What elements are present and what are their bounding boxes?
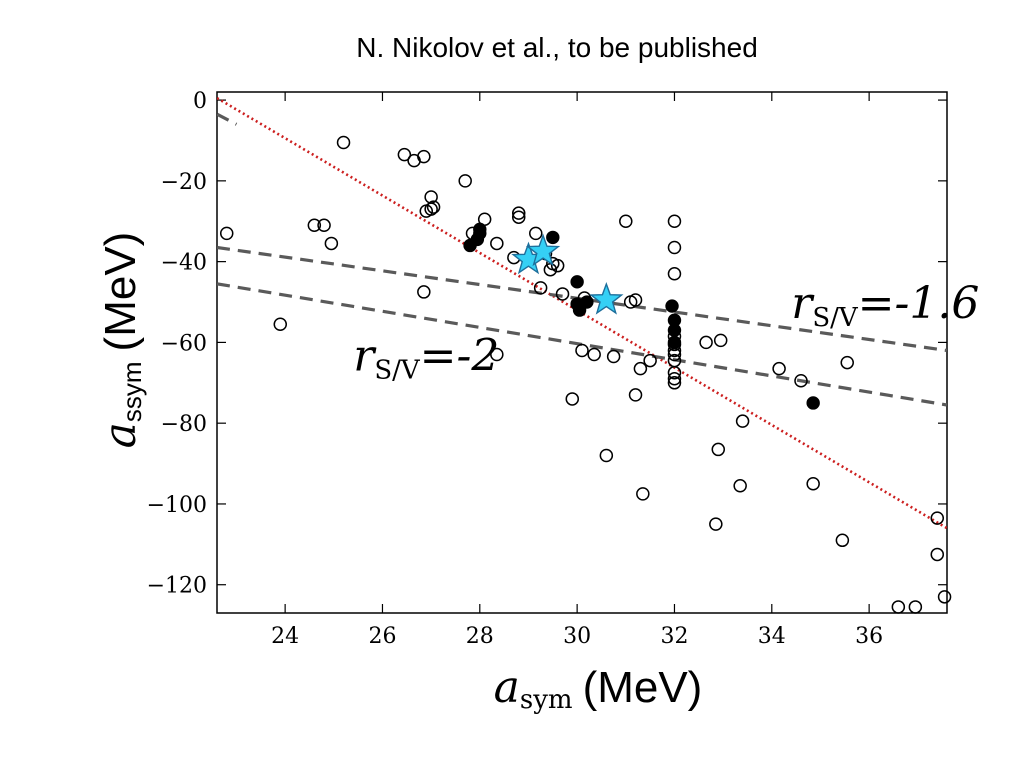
fit-line-dotted: [217, 96, 947, 530]
x-axis-sub: sym: [520, 685, 573, 715]
star-point: [525, 233, 561, 267]
x-tick-label: 28: [466, 624, 494, 649]
open-circle-point: [667, 240, 682, 255]
x-axis-label: asym (MeV): [494, 662, 703, 715]
open-circle-point: [667, 372, 682, 386]
x-tick-label: 24: [271, 624, 299, 649]
filled-circle-point: [806, 396, 820, 410]
open-circle-point: [733, 479, 747, 493]
open-circle-point: [794, 374, 808, 388]
filled-circle-point: [667, 323, 682, 337]
x-tick-label: 36: [855, 624, 883, 649]
open-circle-point: [667, 376, 682, 390]
open-circle-point: [735, 414, 750, 428]
open-circle-point: [426, 200, 441, 214]
open-circle-point: [937, 590, 952, 604]
y-tick-label: −20: [161, 170, 207, 195]
x-axis-symbol: a: [494, 662, 520, 713]
open-circle-point: [835, 533, 850, 548]
plot-area: [216, 91, 948, 614]
x-axis-unit: (MeV): [583, 663, 703, 712]
slope-annotation: rS/V=-2: [353, 331, 499, 386]
filled-circle-point: [667, 335, 682, 350]
open-circle-point: [490, 347, 504, 362]
open-circle-point: [667, 266, 682, 281]
open-circle-point: [713, 333, 728, 348]
slope-annotation: rS/V=-1.6: [791, 278, 979, 333]
open-circle-point: [628, 293, 643, 307]
open-circle-point: [575, 343, 589, 358]
y-axis-symbol: a: [95, 422, 146, 448]
open-circle-point: [599, 448, 614, 463]
open-circle-point: [490, 236, 504, 251]
filled-circle-point: [546, 230, 560, 245]
open-circle-point: [606, 349, 621, 364]
filled-circle-point: [473, 222, 487, 237]
open-circle-point: [772, 361, 786, 376]
open-circle-point: [667, 365, 682, 380]
filled-circle-point: [580, 295, 594, 309]
open-circle-point: [628, 388, 643, 402]
data-points: [219, 135, 952, 614]
x-tick-label: 30: [563, 624, 591, 649]
filled-circle-point: [570, 275, 584, 289]
open-circle-point: [273, 317, 288, 331]
open-circle-point: [643, 353, 657, 368]
open-circle-point: [699, 335, 713, 350]
y-tick-label: −80: [161, 412, 207, 437]
annotations: rS/V=-1.6 rS/V=-2: [353, 278, 979, 386]
open-circle-point: [565, 392, 580, 406]
open-circle-point: [317, 218, 331, 233]
open-circle-point: [511, 206, 526, 220]
x-tick-label: 32: [660, 624, 688, 649]
open-circle-point: [633, 361, 648, 376]
open-circle-point: [806, 477, 820, 491]
open-circle-point: [709, 517, 723, 531]
open-circle-point: [667, 214, 682, 228]
open-circle-point: [424, 202, 438, 216]
open-circle-point: [458, 174, 472, 188]
open-circle-point: [930, 511, 945, 525]
open-circle-point: [307, 218, 322, 233]
open-circle-point: [587, 347, 601, 362]
open-circle-point: [324, 236, 339, 251]
y-tick-label: −100: [147, 493, 207, 518]
x-tick-label: 34: [758, 624, 786, 649]
x-tick-label: 26: [368, 624, 396, 649]
open-circle-point: [417, 285, 431, 299]
y-tick-label: −120: [147, 574, 207, 599]
y-tick-label: −40: [161, 251, 207, 276]
y-axis-label: assym (MeV): [95, 232, 147, 449]
open-circle-point: [511, 210, 526, 224]
y-axis-unit: (MeV): [96, 232, 145, 352]
open-circle-point: [908, 600, 923, 614]
star-point: [589, 281, 624, 315]
open-circle-point: [219, 226, 234, 241]
y-axis-sub: ssym: [117, 361, 147, 422]
open-circle-point: [417, 149, 431, 164]
chart-title: N. Nikolov et al., to be published: [356, 32, 758, 63]
y-tick-label: 0: [193, 89, 207, 114]
axis-ticks: 24 26 28 30 32 34 36 0 −20 −40 −60 −80 −100 −120: [147, 89, 947, 649]
open-circle-point: [891, 600, 906, 614]
open-circle-point: [529, 226, 543, 241]
open-circle-point: [533, 281, 548, 295]
open-circle-point: [336, 135, 351, 150]
open-circle-point: [397, 147, 412, 162]
filled-circle-point: [665, 299, 679, 313]
fit-line-dashed: [217, 112, 238, 126]
open-circle-point: [840, 355, 854, 370]
open-circle-point: [930, 547, 945, 562]
open-circle-point: [619, 214, 633, 228]
open-circle-point: [555, 287, 570, 301]
open-circle-point: [550, 258, 565, 273]
open-circle-point: [711, 442, 726, 457]
open-circle-point: [636, 487, 650, 501]
y-tick-label: −60: [161, 331, 207, 356]
